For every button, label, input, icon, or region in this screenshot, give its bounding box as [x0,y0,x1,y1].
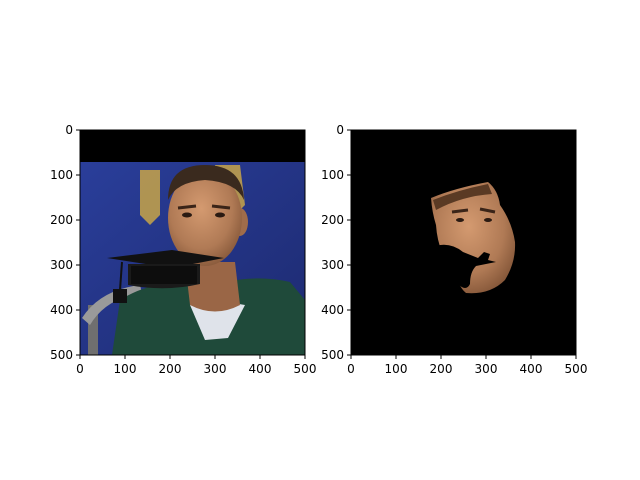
x-tick-label: 100 [385,362,408,376]
axes-left-xticks: 0 100 200 300 400 500 [76,355,316,376]
masked-hair-edge [433,184,492,210]
x-tick-label: 200 [159,362,182,376]
axes-right-image: 0 100 200 300 400 500 0 100 200 300 400 500 [321,123,587,376]
axes-left-yticks: 0 100 200 300 400 500 [50,123,80,362]
y-tick-label: 200 [321,213,344,227]
cap-cutout [430,244,496,288]
x-tick-label: 400 [249,362,272,376]
x-tick-label: 400 [520,362,543,376]
x-tick-label: 200 [430,362,453,376]
masked-right-eye [484,218,492,222]
y-tick-label: 500 [50,348,73,362]
y-tick-label: 200 [50,213,73,227]
axes-right-frame [350,129,577,356]
top-black-band [80,130,305,162]
axes-right-yticks: 0 100 200 300 400 500 [321,123,351,362]
microphone-stand [88,305,98,355]
right-photo [351,130,576,355]
x-tick-label: 0 [347,362,355,376]
eyebrows [177,204,231,210]
x-tick-label: 300 [204,362,227,376]
y-tick-label: 0 [65,123,73,137]
masked-eyebrows [451,207,496,214]
y-tick-label: 100 [50,168,73,182]
x-tick-label: 300 [475,362,498,376]
y-tick-label: 300 [50,258,73,272]
x-tick-label: 100 [114,362,137,376]
graduation-cap-icon [107,250,224,303]
x-tick-label: 500 [294,362,317,376]
hair [168,165,244,200]
x-tick-label: 500 [565,362,588,376]
backdrop-logo-left [140,170,160,225]
masked-left-eye [456,218,464,222]
y-tick-label: 500 [321,348,344,362]
y-tick-label: 100 [321,168,344,182]
left-photo [80,130,305,355]
y-tick-label: 0 [336,123,344,137]
y-tick-label: 300 [321,258,344,272]
y-tick-label: 400 [50,303,73,317]
axes-left-image: 0 100 200 300 400 500 0 100 200 300 400 500 [50,123,316,376]
y-tick-label: 400 [321,303,344,317]
left-eye [182,212,192,218]
x-tick-label: 0 [76,362,84,376]
axes-left-frame [79,129,306,356]
face [168,170,242,266]
axes-right-xticks: 0 100 200 300 400 500 [347,355,587,376]
right-eye [215,212,225,218]
